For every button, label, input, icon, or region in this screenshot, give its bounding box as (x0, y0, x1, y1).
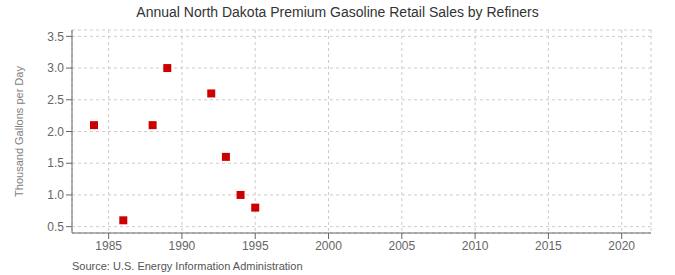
svg-text:Thousand Gallons per Day: Thousand Gallons per Day (13, 66, 25, 197)
svg-text:1995: 1995 (242, 239, 269, 253)
svg-text:2000: 2000 (315, 239, 342, 253)
html-text:Annual North Dakota Premium Ga: Annual North Dakota Premium Gasoline Ret… (136, 4, 539, 20)
svg-text:1.0: 1.0 (47, 188, 64, 202)
svg-text:1.5: 1.5 (47, 156, 64, 170)
html-text:Source: U.S. Energy Informatio: Source: U.S. Energy Information Administ… (72, 260, 303, 272)
svg-text:2005: 2005 (388, 239, 415, 253)
svg-text:1990: 1990 (169, 239, 196, 253)
svg-text:1985: 1985 (95, 239, 122, 253)
svg-text:2010: 2010 (462, 239, 489, 253)
svg-text:2.5: 2.5 (47, 93, 64, 107)
svg-text:2020: 2020 (608, 239, 635, 253)
svg-text:0.5: 0.5 (47, 220, 64, 234)
svg-text:2.0: 2.0 (47, 125, 64, 139)
svg-text:2015: 2015 (535, 239, 562, 253)
svg-text:3.5: 3.5 (47, 30, 64, 44)
svg-text:3.0: 3.0 (47, 61, 64, 75)
